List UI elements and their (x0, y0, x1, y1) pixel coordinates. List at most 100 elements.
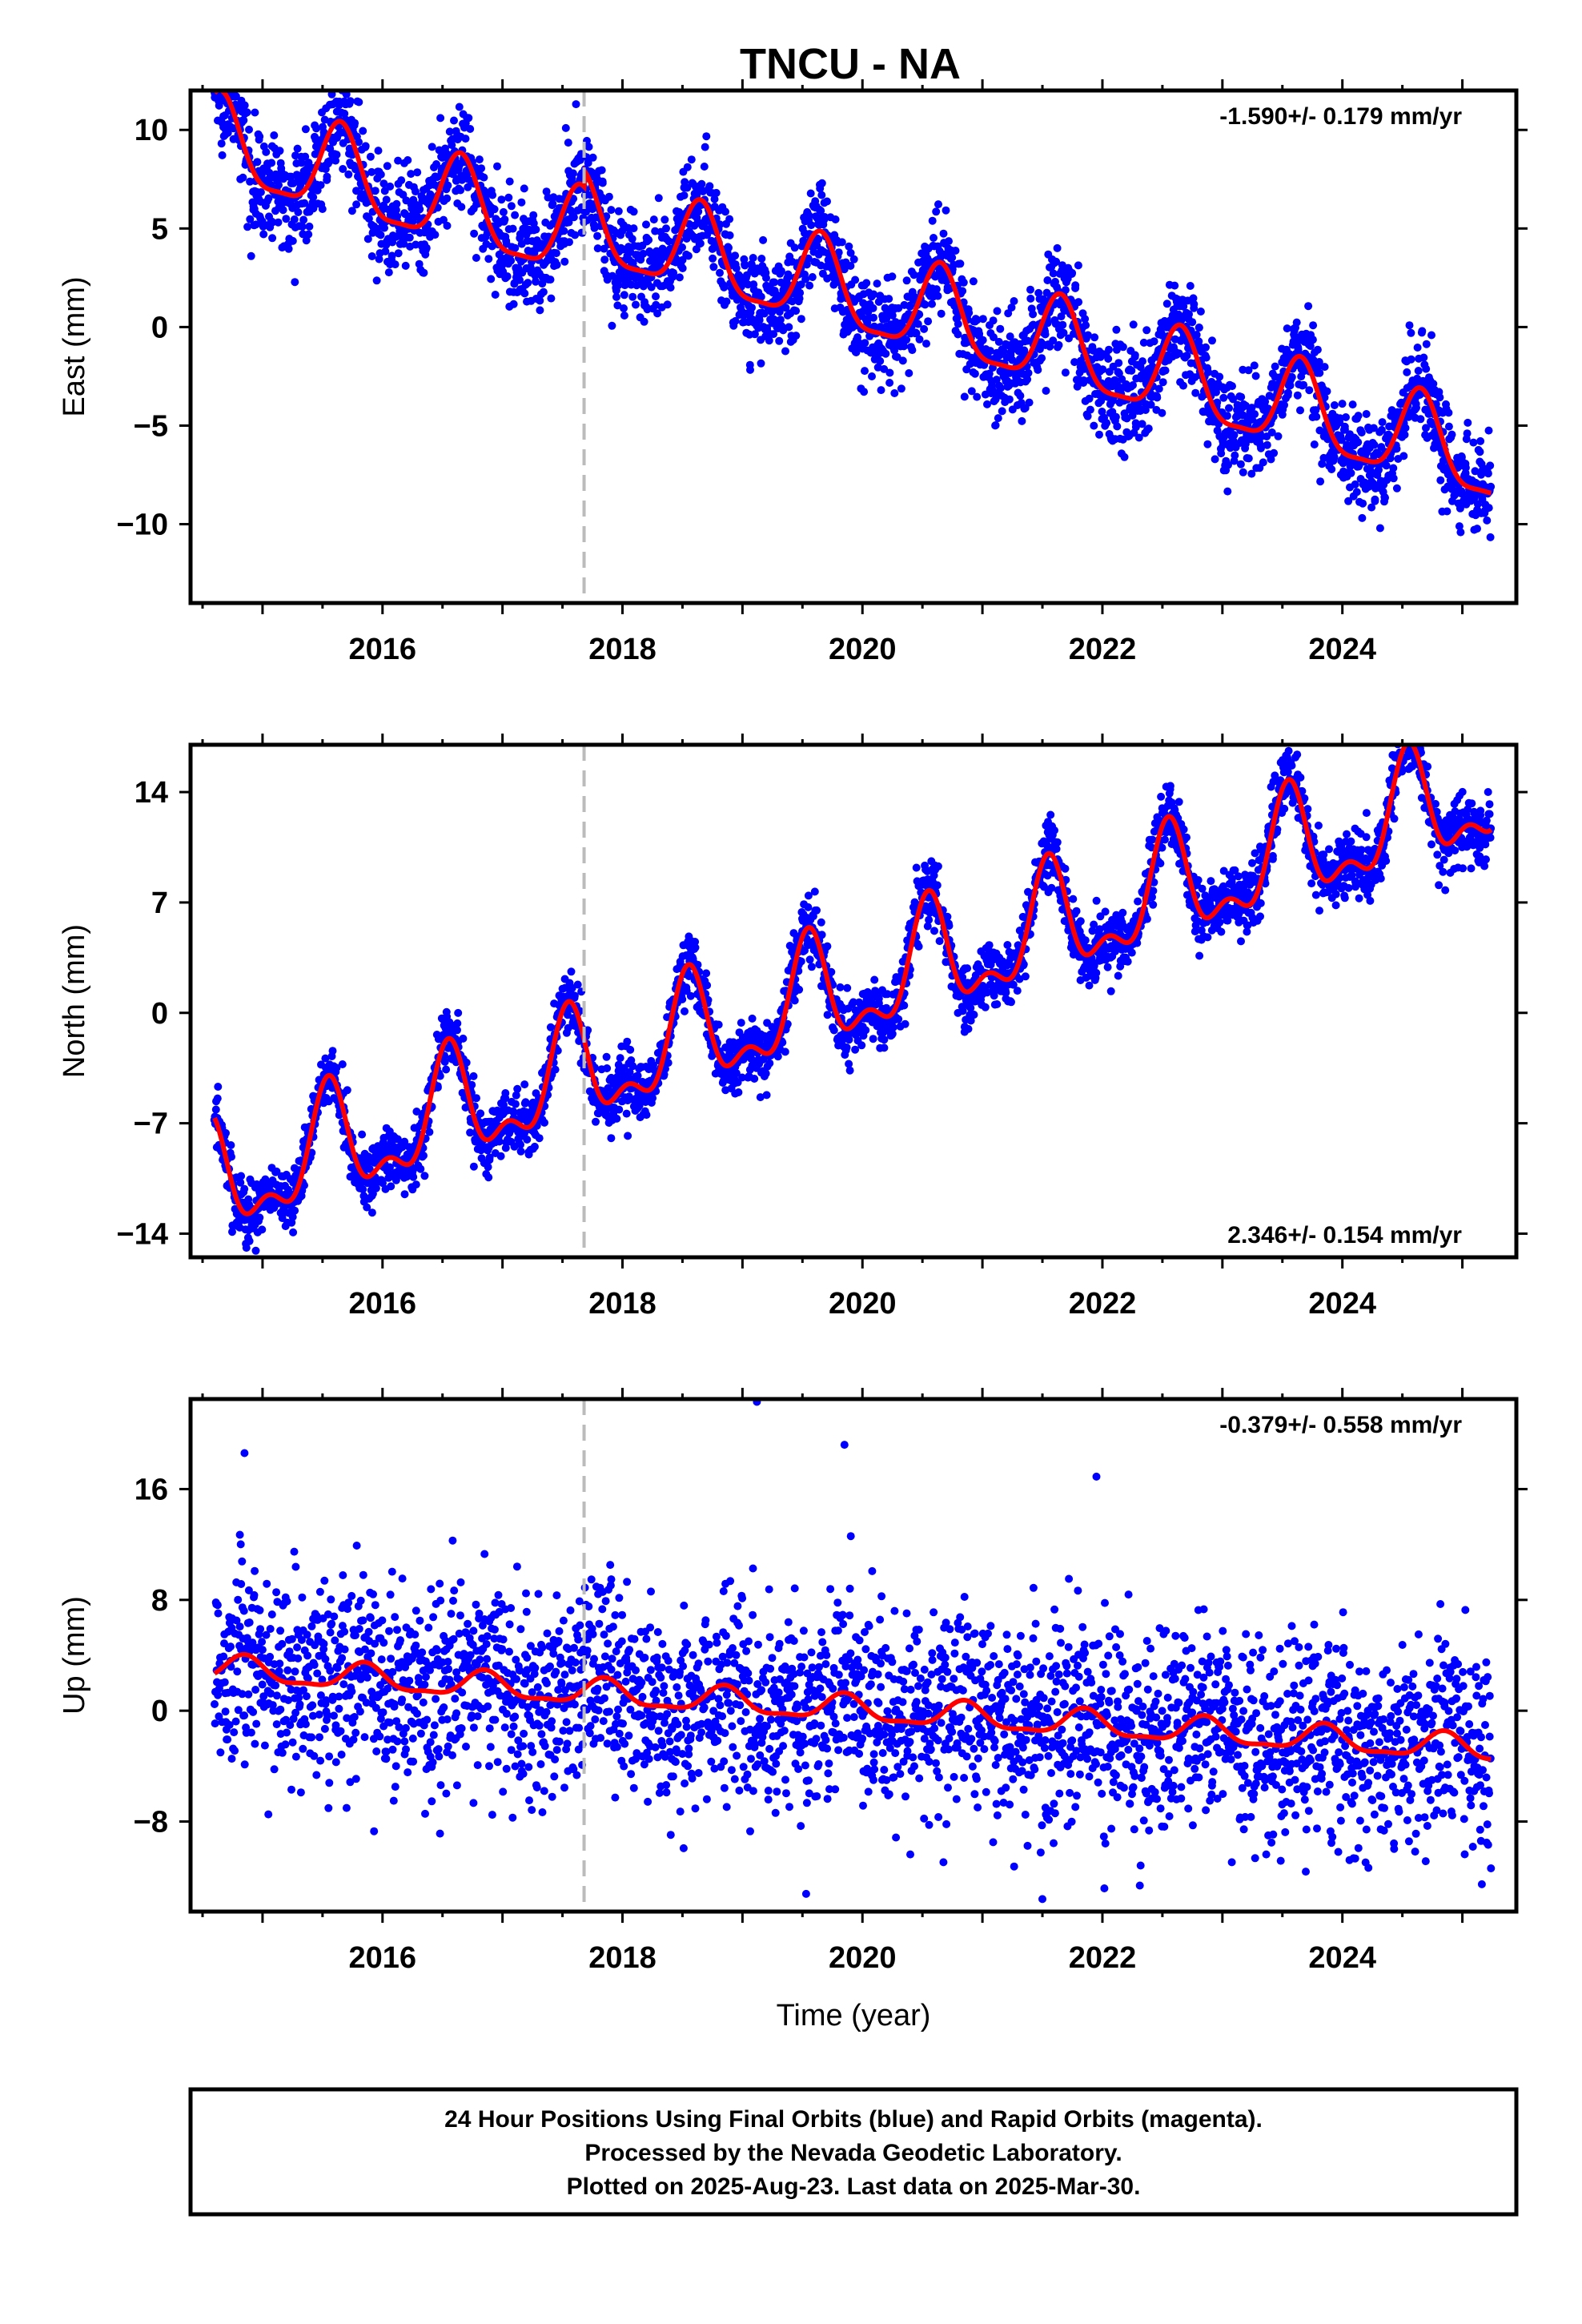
north-point (521, 1098, 530, 1107)
east-point (256, 188, 265, 196)
east-point (1287, 372, 1296, 381)
east-point (1129, 320, 1138, 329)
east-point (330, 80, 338, 88)
east-point (1476, 448, 1484, 456)
north-point (628, 1062, 637, 1071)
east-point (669, 268, 678, 277)
east-point (431, 231, 440, 239)
north-point (367, 1208, 376, 1217)
east-point (397, 176, 406, 185)
east-point (240, 101, 249, 110)
east-point (1131, 423, 1140, 432)
east-point (683, 163, 692, 171)
east-point (921, 300, 930, 309)
east-point (725, 231, 734, 239)
east-point (1070, 358, 1079, 367)
east-point (905, 302, 914, 311)
east-point (1118, 343, 1127, 352)
east-point (1293, 391, 1302, 400)
north-point (454, 1008, 463, 1017)
east-point (937, 309, 946, 318)
east-point (1059, 328, 1068, 337)
east-point (1016, 392, 1025, 400)
east-point (564, 139, 572, 147)
east-point (994, 337, 1003, 346)
east-point (572, 100, 580, 109)
east-point (920, 324, 929, 333)
east-point (792, 332, 801, 340)
east-point (1484, 469, 1492, 478)
east-point (1225, 404, 1233, 412)
east-point (1444, 408, 1453, 417)
east-point (792, 307, 801, 316)
east-point (214, 73, 222, 81)
east-point (327, 71, 335, 79)
east-point (536, 296, 544, 305)
east-point (1021, 404, 1030, 412)
east-point (762, 274, 770, 283)
east-point (1315, 368, 1324, 377)
east-point (607, 206, 616, 215)
east-point (247, 251, 255, 260)
north-point (691, 943, 700, 952)
north-point (765, 1059, 774, 1068)
east-point (897, 384, 905, 393)
east-point (1239, 411, 1247, 420)
north-point (603, 1064, 612, 1072)
east-point (335, 70, 343, 78)
east-point (1370, 440, 1379, 449)
east-point (817, 207, 825, 215)
east-point (538, 279, 547, 288)
north-point (379, 1179, 387, 1188)
east-point (309, 193, 318, 202)
east-point (755, 316, 764, 324)
east-point (1271, 362, 1279, 371)
east-point (614, 281, 623, 290)
east-point (801, 275, 810, 283)
east-point (1185, 310, 1193, 319)
north-point (255, 1213, 264, 1222)
east-point (226, 55, 234, 63)
east-point (267, 159, 276, 167)
east-point (1358, 513, 1367, 522)
east-point (1150, 337, 1158, 346)
east-point (1041, 330, 1050, 339)
east-point (709, 263, 718, 271)
east-point (355, 138, 363, 147)
east-point (1046, 342, 1054, 351)
east-point (1320, 363, 1329, 372)
east-point (1444, 422, 1453, 431)
east-point (1369, 424, 1378, 432)
north-point (551, 1065, 560, 1074)
east-point (862, 279, 871, 287)
north-point (523, 1136, 532, 1144)
east-point (1405, 321, 1414, 330)
east-point (505, 177, 514, 186)
east-point (1223, 412, 1231, 420)
east-point (1299, 380, 1308, 389)
north-point (228, 1228, 236, 1236)
east-point (731, 251, 740, 260)
east-point (372, 276, 381, 285)
east-point (1250, 361, 1259, 370)
east-point (1484, 426, 1493, 435)
east-point (598, 179, 607, 187)
north-point (540, 1118, 548, 1127)
east-point (1043, 276, 1052, 284)
east-point (1043, 319, 1052, 328)
east-point (1315, 358, 1323, 366)
east-point (806, 189, 815, 198)
east-point (239, 116, 248, 125)
east-point (1280, 400, 1288, 409)
east-point (1312, 412, 1321, 421)
east-point (560, 227, 568, 235)
east-point (1316, 477, 1325, 486)
north-point (453, 1019, 462, 1027)
east-point (725, 243, 733, 252)
east-point (275, 181, 283, 189)
east-point (560, 257, 569, 266)
east-point (507, 202, 516, 211)
east-point (993, 307, 1002, 316)
east-point (873, 279, 881, 288)
east-point (1098, 408, 1106, 416)
